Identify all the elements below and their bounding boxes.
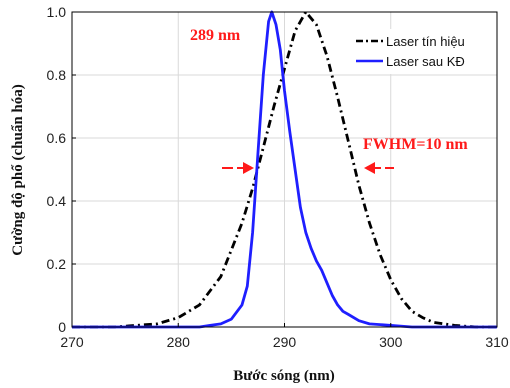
x-tick-label: 290 [273, 334, 297, 350]
x-axis-title: Bước sóng (nm) [233, 368, 334, 384]
legend: Laser tín hiệu Laser sau KĐ [352, 29, 492, 74]
fwhm-arrow-right [364, 162, 394, 174]
y-tick-label: 0 [58, 319, 66, 335]
peak-annotation: 289 nm [190, 27, 241, 44]
x-tick-label: 270 [60, 334, 84, 350]
y-tick-label: 0.8 [47, 67, 67, 83]
legend-label-signal: Laser tín hiệu [386, 34, 465, 49]
fwhm-annotation: FWHM=10 nm [363, 136, 468, 153]
x-tick-label: 280 [167, 334, 191, 350]
y-tick-label: 0.6 [47, 130, 67, 146]
y-tick-label: 0.2 [47, 256, 67, 272]
x-tick-label: 310 [485, 334, 509, 350]
y-tick-label: 0.4 [47, 193, 67, 209]
fwhm-arrow-left-head [243, 162, 254, 174]
fwhm-arrow-left [222, 162, 254, 174]
x-tick-label: 300 [379, 334, 403, 350]
y-tick-label: 1.0 [47, 4, 67, 20]
y-axis-title: Cường độ phổ (chuẩn hóa) [10, 84, 26, 256]
fwhm-arrow-right-head [364, 162, 375, 174]
legend-label-amplified: Laser sau KĐ [386, 54, 465, 69]
